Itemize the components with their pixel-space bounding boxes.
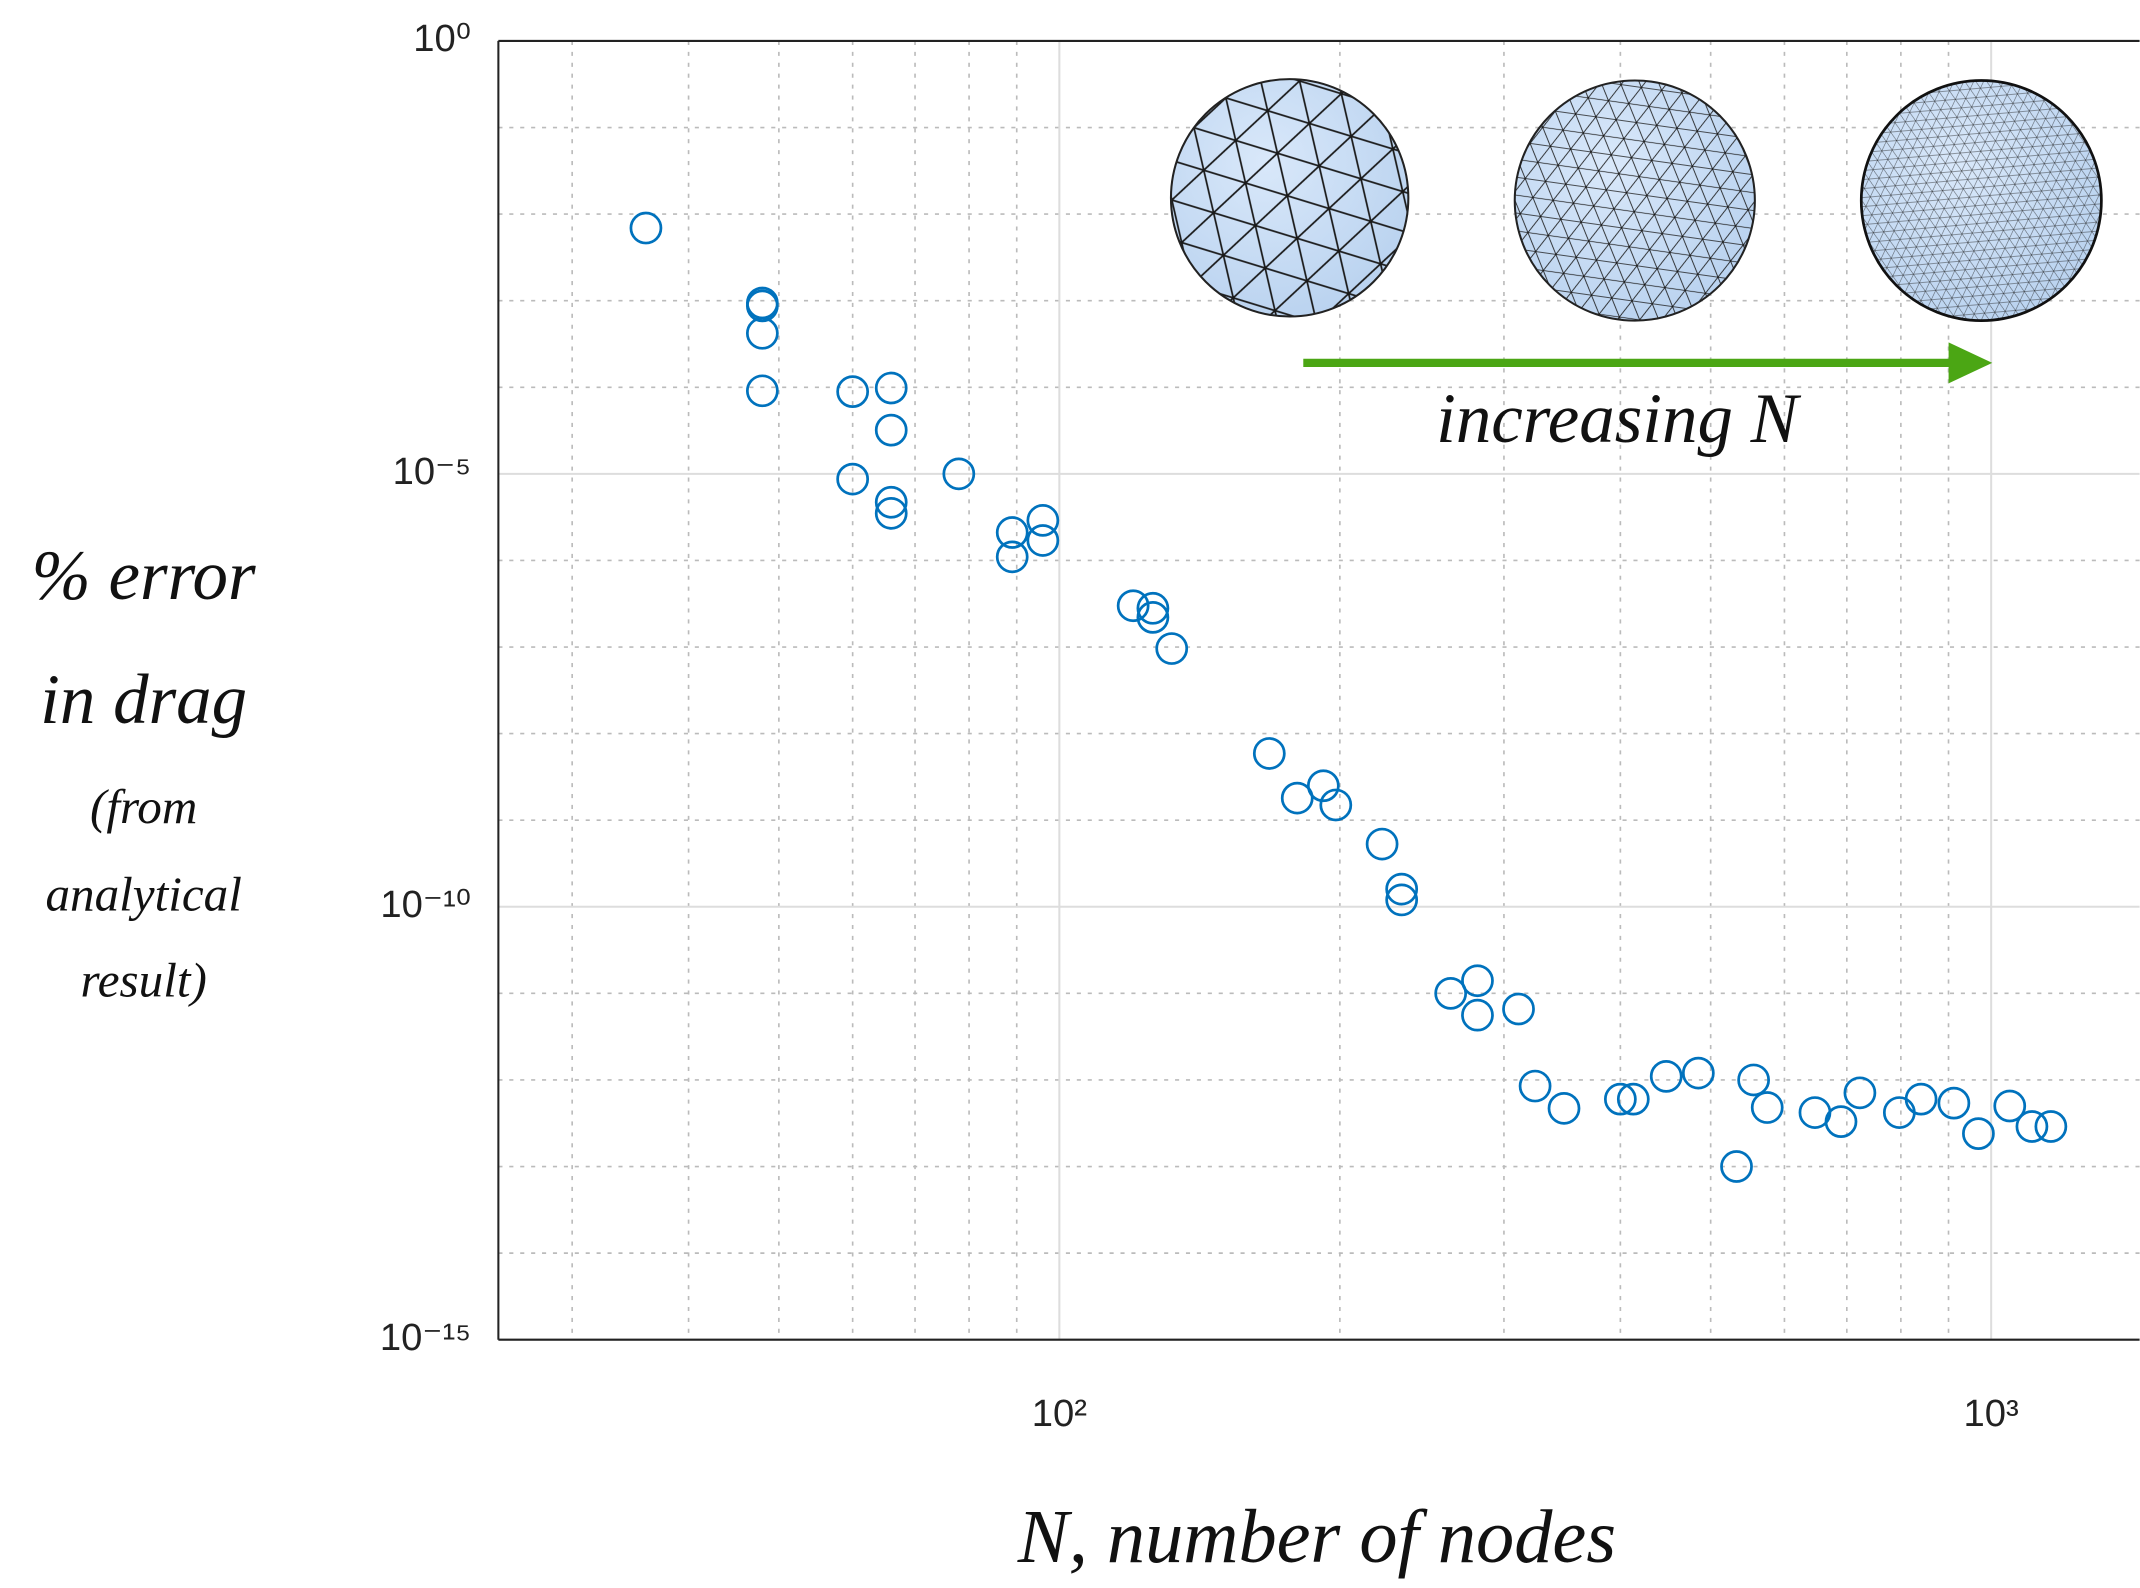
y-axis-label-line: % error (32, 537, 256, 615)
data-point (1365, 827, 1399, 861)
data-point (995, 540, 1029, 574)
data-point (745, 316, 779, 350)
data-point (1385, 872, 1419, 906)
y-tick-label: 10⁻⁵ (393, 450, 471, 493)
data-point (1026, 524, 1060, 557)
y-tick-label: 10⁻¹⁵ (380, 1316, 471, 1359)
data-point (1280, 781, 1314, 815)
data-point (1616, 1082, 1650, 1116)
data-point (1649, 1059, 1683, 1093)
data-point (1547, 1091, 1581, 1125)
data-point (1518, 1069, 1552, 1103)
data-point (1681, 1056, 1715, 1090)
sphere-illustrations (1169, 78, 2103, 384)
data-point (1750, 1091, 1784, 1124)
y-axis-label-line: result) (80, 952, 206, 1007)
data-point (1502, 992, 1535, 1026)
annotation: increasing N (1436, 380, 1802, 458)
data-point (1720, 1150, 1753, 1183)
data-point (745, 289, 779, 323)
data-point (1603, 1082, 1637, 1116)
axes-frame (497, 39, 2140, 1341)
data-point (1824, 1105, 1858, 1139)
data-point (1136, 601, 1170, 634)
data-point (1434, 976, 1468, 1010)
data-point (874, 371, 908, 405)
data-point (995, 516, 1029, 549)
sphere-fine-mesh (1859, 79, 2103, 322)
data-point (1155, 632, 1189, 665)
x-tick-label: 10² (1032, 1392, 1087, 1435)
sphere-coarse-mesh (1169, 78, 1410, 318)
sphere-medium-mesh (1513, 79, 1756, 322)
y-axis-label-line: (from (90, 779, 197, 834)
arrow-head (1948, 342, 1993, 384)
data-point (629, 211, 663, 245)
x-tick-label: 10³ (1964, 1392, 2019, 1435)
y-tick-label: 10⁻¹⁰ (380, 883, 471, 926)
data-point (745, 286, 779, 320)
data-point (2015, 1110, 2049, 1143)
data-point (1843, 1076, 1877, 1110)
y-tick-label: 10⁰ (413, 17, 471, 60)
y-axis-label-line: analytical (45, 866, 241, 921)
data-point (1116, 589, 1150, 623)
data-point (1962, 1117, 1995, 1150)
data-point (874, 496, 908, 530)
data-point (1904, 1082, 1938, 1116)
data-point (2034, 1110, 2068, 1143)
x-axis-label: N, number of nodes (1017, 1494, 1616, 1579)
data-point (1937, 1086, 1971, 1120)
data-point (1319, 788, 1353, 822)
data-point (836, 462, 870, 496)
data-point (1461, 998, 1494, 1032)
data-point (874, 413, 908, 447)
points (629, 211, 2068, 1183)
data-point (836, 375, 870, 409)
data-point (1136, 591, 1170, 625)
data-point (942, 457, 976, 491)
data-point (1882, 1096, 1916, 1129)
data-point (1306, 769, 1340, 803)
data-point (1993, 1089, 2027, 1123)
data-point (874, 485, 908, 519)
data-point (1026, 504, 1060, 537)
y-axis-label: % error in drag (from analytical result) (32, 537, 256, 1007)
y-axis-label-line: in drag (40, 661, 247, 739)
data-point (1461, 964, 1494, 998)
data-point (1737, 1063, 1770, 1097)
data-point (1252, 737, 1286, 770)
data-point (1385, 883, 1419, 917)
data-point (745, 374, 779, 408)
